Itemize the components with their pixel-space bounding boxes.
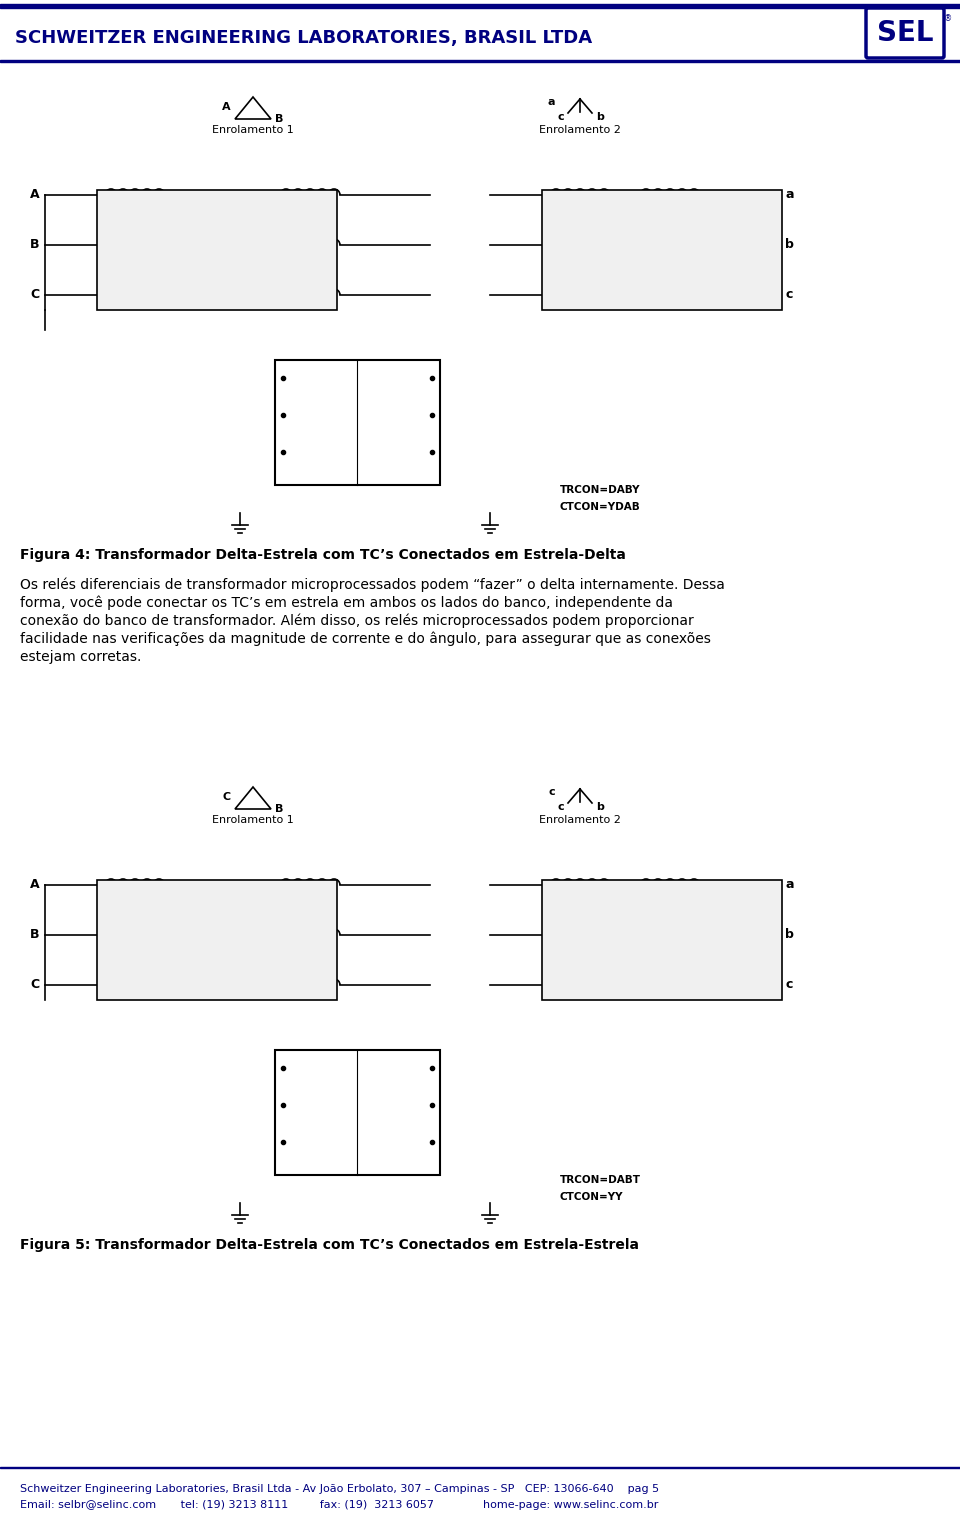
Text: IBE2: IBE2 bbox=[398, 1100, 425, 1110]
Text: B: B bbox=[30, 929, 39, 941]
Text: b: b bbox=[785, 238, 794, 251]
Text: C: C bbox=[223, 792, 231, 801]
Text: SEL: SEL bbox=[876, 20, 933, 47]
Text: b: b bbox=[596, 801, 604, 812]
Text: estejam corretas.: estejam corretas. bbox=[20, 650, 141, 664]
Text: IAE1: IAE1 bbox=[290, 1064, 316, 1073]
Text: B: B bbox=[275, 114, 283, 124]
Text: forma, você pode conectar os TC’s em estrela em ambos os lados do banco, indepen: forma, você pode conectar os TC’s em est… bbox=[20, 595, 673, 611]
Text: B: B bbox=[275, 804, 283, 814]
Text: Figura 4: Transformador Delta-Estrela com TC’s Conectados em Estrela-Delta: Figura 4: Transformador Delta-Estrela co… bbox=[20, 548, 626, 562]
Text: ICE1: ICE1 bbox=[290, 1136, 316, 1147]
Text: A: A bbox=[30, 188, 39, 201]
Text: C: C bbox=[30, 288, 39, 301]
Bar bbox=[542, 880, 782, 1000]
Text: Enrolamento 2: Enrolamento 2 bbox=[540, 126, 621, 135]
Text: IBE1: IBE1 bbox=[290, 1100, 316, 1110]
Text: c: c bbox=[558, 112, 564, 123]
Text: a: a bbox=[785, 879, 794, 891]
Text: facilidade nas verificações da magnitude de corrente e do ângulo, para assegurar: facilidade nas verificações da magnitude… bbox=[20, 632, 710, 647]
Bar bbox=[0, 61, 960, 62]
Text: ®: ® bbox=[944, 14, 952, 23]
Text: A: A bbox=[30, 879, 39, 891]
Text: A: A bbox=[223, 102, 231, 112]
Text: Figura 5: Transformador Delta-Estrela com TC’s Conectados em Estrela-Estrela: Figura 5: Transformador Delta-Estrela co… bbox=[20, 1238, 639, 1251]
Text: b: b bbox=[785, 929, 794, 941]
Text: TRCON=DABY: TRCON=DABY bbox=[560, 485, 640, 495]
Text: Os relés diferenciais de transformador microprocessados podem “fazer” o delta in: Os relés diferenciais de transformador m… bbox=[20, 579, 725, 592]
Text: Enrolamento 1: Enrolamento 1 bbox=[212, 815, 294, 826]
Text: TRCON=DABT: TRCON=DABT bbox=[560, 1176, 641, 1185]
Text: Email: selbr@selinc.com       tel: (19) 3213 8111         fax: (19)  3213 6057  : Email: selbr@selinc.com tel: (19) 3213 8… bbox=[20, 1500, 659, 1510]
Bar bbox=[275, 1050, 440, 1176]
Bar bbox=[97, 880, 337, 1000]
Bar bbox=[97, 189, 337, 311]
Bar bbox=[275, 361, 440, 485]
Text: Enrolamento 1: Enrolamento 1 bbox=[212, 126, 294, 135]
Text: b: b bbox=[596, 112, 604, 123]
Bar bbox=[0, 5, 960, 8]
Text: IBE2: IBE2 bbox=[398, 411, 425, 420]
Text: c: c bbox=[548, 786, 555, 797]
Bar bbox=[542, 189, 782, 311]
Text: c: c bbox=[558, 801, 564, 812]
Text: ICE1: ICE1 bbox=[290, 447, 316, 458]
Text: IAE2: IAE2 bbox=[398, 373, 425, 383]
Text: SCHWEITZER ENGINEERING LABORATORIES, BRASIL LTDA: SCHWEITZER ENGINEERING LABORATORIES, BRA… bbox=[15, 29, 592, 47]
Text: C: C bbox=[30, 979, 39, 991]
Text: CTCON=YY: CTCON=YY bbox=[560, 1192, 623, 1201]
Text: Enrolamento 2: Enrolamento 2 bbox=[540, 815, 621, 826]
Text: a: a bbox=[785, 188, 794, 201]
Text: conexão do banco de transformador. Além disso, os relés microprocessados podem p: conexão do banco de transformador. Além … bbox=[20, 614, 694, 629]
Text: ICE2: ICE2 bbox=[399, 447, 425, 458]
Text: ICE2: ICE2 bbox=[399, 1136, 425, 1147]
Text: IAE1: IAE1 bbox=[290, 373, 316, 383]
Text: B: B bbox=[30, 238, 39, 251]
Text: a: a bbox=[547, 97, 555, 108]
Text: IBE1: IBE1 bbox=[290, 411, 316, 420]
FancyBboxPatch shape bbox=[866, 8, 944, 58]
Text: CTCON=YDAB: CTCON=YDAB bbox=[560, 501, 640, 512]
Text: Schweitzer Engineering Laboratories, Brasil Ltda - Av João Erbolato, 307 – Campi: Schweitzer Engineering Laboratories, Bra… bbox=[20, 1485, 660, 1494]
Text: c: c bbox=[785, 979, 792, 991]
Text: c: c bbox=[785, 288, 792, 301]
Text: IAE2: IAE2 bbox=[398, 1064, 425, 1073]
